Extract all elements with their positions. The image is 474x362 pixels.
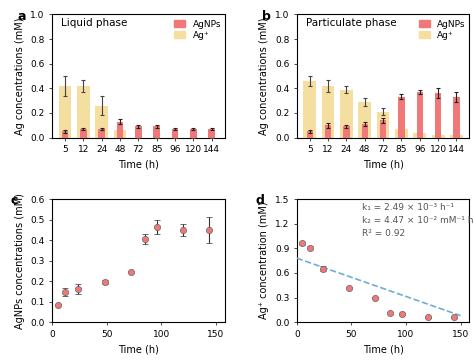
X-axis label: Time (h): Time (h) xyxy=(118,160,159,170)
Y-axis label: Ag concentrations (mM): Ag concentrations (mM) xyxy=(259,17,269,135)
Legend: AgNPs, Ag⁺: AgNPs, Ag⁺ xyxy=(173,18,223,42)
X-axis label: Time (h): Time (h) xyxy=(363,344,403,354)
Bar xyxy=(95,106,108,138)
Bar xyxy=(432,135,445,138)
Y-axis label: Ag⁺ concentration (mM): Ag⁺ concentration (mM) xyxy=(259,202,269,319)
Bar xyxy=(77,86,90,138)
Bar xyxy=(450,135,463,138)
Y-axis label: AgNPs concentrations (mM): AgNPs concentrations (mM) xyxy=(15,193,25,329)
Bar xyxy=(413,132,426,138)
Bar xyxy=(190,129,197,138)
Bar xyxy=(62,131,68,138)
Bar xyxy=(340,89,353,138)
Bar xyxy=(453,97,460,138)
Bar xyxy=(99,129,105,138)
X-axis label: Time (h): Time (h) xyxy=(118,344,159,354)
Bar xyxy=(59,86,72,138)
Bar xyxy=(358,102,371,138)
Bar xyxy=(154,126,160,138)
Text: b: b xyxy=(263,9,271,22)
Bar xyxy=(325,125,331,138)
Legend: AgNPs, Ag⁺: AgNPs, Ag⁺ xyxy=(418,18,467,42)
Text: d: d xyxy=(255,194,264,207)
Bar xyxy=(395,129,408,138)
Text: k₁ = 2.49 × 10⁻³ h⁻¹
k₂ = 4.47 × 10⁻² mM⁻¹ h⁻¹
R² = 0.92: k₁ = 2.49 × 10⁻³ h⁻¹ k₂ = 4.47 × 10⁻² mM… xyxy=(363,203,474,238)
Text: c: c xyxy=(11,194,18,207)
Bar xyxy=(362,124,368,138)
Bar xyxy=(209,129,215,138)
Bar xyxy=(322,86,335,138)
Text: Liquid phase: Liquid phase xyxy=(61,18,127,28)
Bar xyxy=(380,120,386,138)
Bar xyxy=(303,81,316,138)
Bar xyxy=(117,122,123,138)
Y-axis label: Ag concentrations (mM): Ag concentrations (mM) xyxy=(15,17,25,135)
Bar xyxy=(343,126,350,138)
Bar xyxy=(398,97,405,138)
Text: Particulate phase: Particulate phase xyxy=(306,18,396,28)
Bar xyxy=(172,129,178,138)
Bar xyxy=(417,92,423,138)
X-axis label: Time (h): Time (h) xyxy=(363,160,403,170)
Bar xyxy=(377,112,390,138)
Bar xyxy=(307,131,313,138)
Text: a: a xyxy=(18,9,26,22)
Bar xyxy=(80,129,87,138)
Bar xyxy=(135,126,142,138)
Bar xyxy=(114,130,127,138)
Bar xyxy=(435,93,441,138)
